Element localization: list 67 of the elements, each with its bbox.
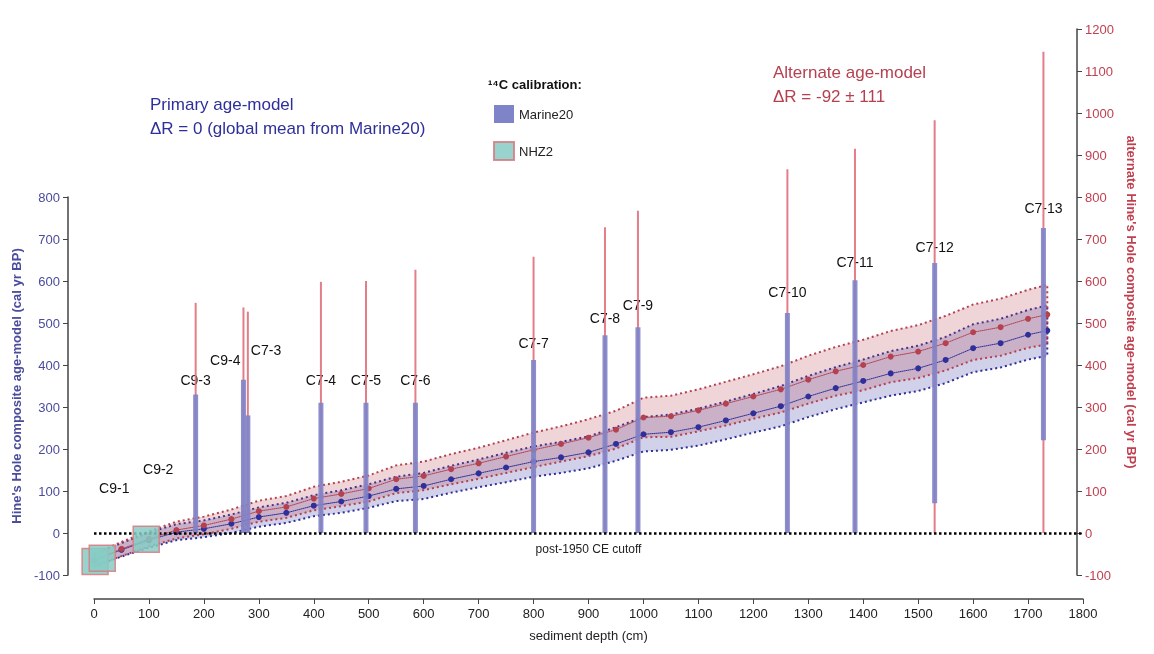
annotation: C7-12 bbox=[915, 238, 954, 255]
annotation: C7-5 bbox=[350, 372, 382, 389]
y2-axis-title: alternate Hine's Hole composite age-model (cal yr BP) bbox=[1124, 135, 1139, 469]
y2-tick-label: 900 bbox=[1085, 147, 1107, 163]
y2-tick-label: 200 bbox=[1085, 441, 1107, 457]
x-tick-label: 1300 bbox=[793, 606, 823, 621]
y2-tick-label: 500 bbox=[1085, 315, 1107, 331]
ref-line-label: post-1950 CE cutoff bbox=[535, 542, 643, 556]
y-tick-label: 500 bbox=[38, 315, 60, 331]
x-tick-label: 1800 bbox=[1068, 606, 1098, 621]
legend-label: NHZ2 bbox=[519, 143, 553, 159]
y-tick-label: 400 bbox=[38, 357, 60, 373]
annotation: C7-6 bbox=[400, 372, 431, 389]
x-tick-label: 1600 bbox=[958, 606, 988, 621]
y2-tick-label: 400 bbox=[1085, 357, 1107, 373]
y2-tick-label: 300 bbox=[1085, 399, 1107, 415]
text: Primary age-model ΔR = 0 (global mean from Marine20) bbox=[150, 94, 426, 138]
annotation: C7-10 bbox=[768, 283, 807, 300]
y-tick-label: 100 bbox=[38, 483, 60, 499]
y2-tick-label: 700 bbox=[1085, 231, 1107, 247]
y2-tick-label: 800 bbox=[1085, 189, 1107, 205]
y-tick-label: -100 bbox=[33, 567, 60, 583]
y2-tick-label: 600 bbox=[1085, 273, 1107, 289]
legend-title: ¹⁴C calibration: bbox=[488, 77, 582, 92]
x-tick-label: 1000 bbox=[628, 606, 658, 621]
y-tick-label: 0 bbox=[52, 525, 60, 541]
y-tick-label: 700 bbox=[38, 231, 60, 247]
y2-tick-label: 1000 bbox=[1085, 105, 1114, 121]
x-tick-label: 1500 bbox=[903, 606, 933, 621]
annotation: C7-9 bbox=[622, 296, 654, 313]
y2-tick-label: 1200 bbox=[1085, 21, 1114, 37]
y2-tick-label: -100 bbox=[1085, 567, 1112, 583]
y-tick-label: 800 bbox=[38, 189, 60, 205]
y2-tick-label: 100 bbox=[1085, 483, 1107, 499]
annotation: C9-3 bbox=[180, 372, 212, 389]
y2-tick-label: 0 bbox=[1085, 525, 1093, 541]
x-tick-label: 700 bbox=[467, 606, 490, 621]
x-tick-label: 800 bbox=[522, 606, 545, 621]
annotation: C7-4 bbox=[305, 372, 337, 389]
x-tick-label: 200 bbox=[193, 606, 215, 621]
x-tick-label: 100 bbox=[138, 606, 160, 621]
y2-tick-label: 1100 bbox=[1085, 63, 1113, 79]
annotation: C7-11 bbox=[836, 254, 874, 271]
legend-label: Marine20 bbox=[519, 106, 574, 122]
annotation: C7-8 bbox=[589, 309, 621, 326]
y-tick-label: 200 bbox=[38, 441, 60, 457]
x-axis-title: sediment depth (cm) bbox=[529, 628, 648, 643]
x-tick-label: 1200 bbox=[738, 606, 768, 621]
x-tick-label: 600 bbox=[412, 606, 435, 621]
y-tick-label: 300 bbox=[38, 399, 60, 415]
x-tick-label: 400 bbox=[302, 606, 325, 621]
y-tick-label: 600 bbox=[38, 273, 60, 289]
x-tick-label: 300 bbox=[247, 606, 270, 621]
x-tick-label: 0 bbox=[90, 606, 98, 621]
x-tick-label: 1700 bbox=[1013, 606, 1043, 621]
annotation: C9-4 bbox=[210, 351, 241, 368]
x-tick-label: 500 bbox=[357, 606, 380, 621]
annotation: C7-3 bbox=[250, 341, 282, 358]
annotation: C9-2 bbox=[143, 461, 174, 478]
annotation: C9-1 bbox=[99, 480, 130, 497]
annotation: C7-7 bbox=[518, 335, 549, 352]
x-tick-label: 1100 bbox=[684, 606, 713, 621]
x-tick-label: 1400 bbox=[848, 606, 878, 621]
annotation: C7-13 bbox=[1024, 199, 1063, 216]
x-tick-label: 900 bbox=[577, 606, 600, 621]
y-axis-title: Hine's Hole composite age-model (cal yr BP) bbox=[9, 248, 25, 524]
text: Alternate age-model ΔR = -92 ± 111 bbox=[773, 62, 927, 106]
